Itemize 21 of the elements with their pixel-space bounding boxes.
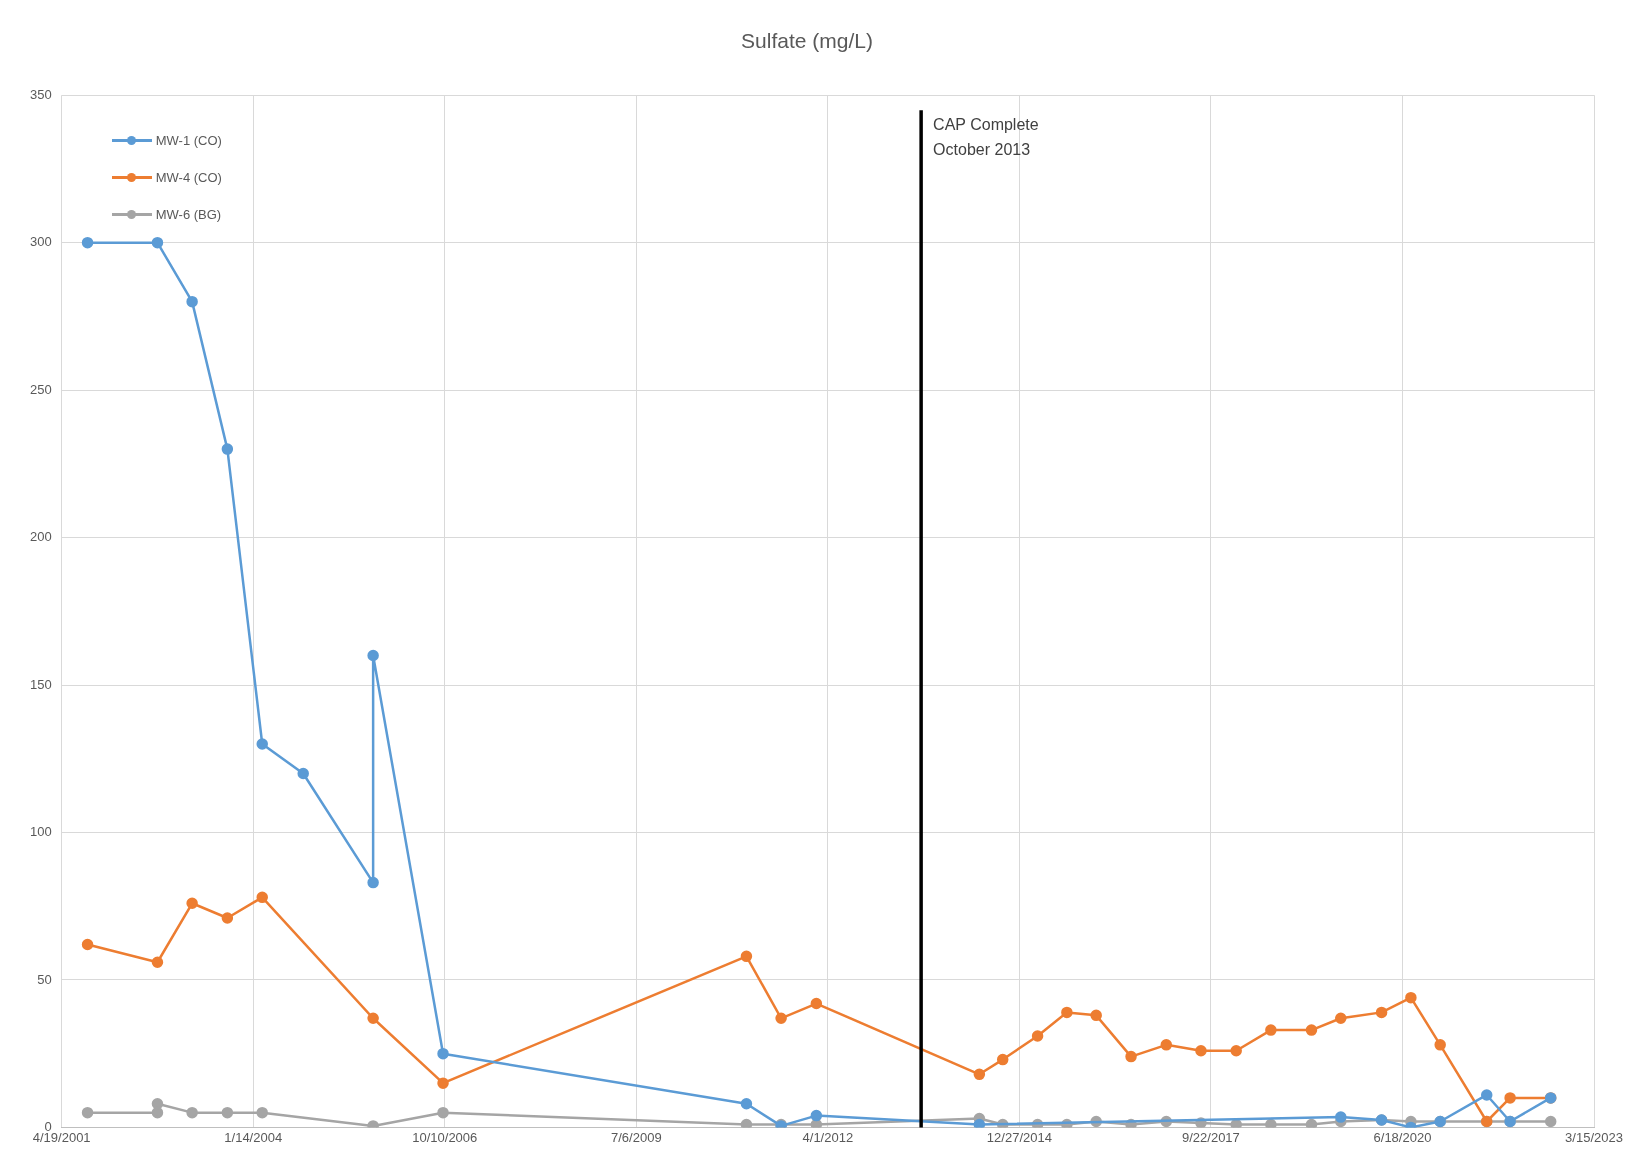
x-tick-label: 10/10/2006 — [412, 1129, 478, 1145]
chart-title: Sulfate (mg/L) — [741, 29, 873, 53]
x-tick-label: 7/6/2009 — [611, 1129, 662, 1145]
y-tick-label: 50 — [37, 971, 52, 987]
x-tick-label: 3/15/2023 — [1565, 1129, 1623, 1145]
x-tick-label: 6/18/2020 — [1373, 1129, 1432, 1145]
x-tick-label: 1/14/2004 — [224, 1129, 283, 1145]
y-tick-label: 200 — [29, 529, 52, 545]
legend-label: MW-1 (CO) — [155, 133, 222, 149]
y-tick-label: 150 — [29, 676, 52, 692]
legend-label: MW-4 (CO) — [155, 170, 222, 186]
x-tick-label: 12/27/2014 — [986, 1129, 1052, 1145]
y-tick-label: 0 — [44, 1118, 52, 1134]
y-tick-label: 250 — [29, 381, 52, 397]
legend-label: MW-6 (BG) — [155, 207, 222, 223]
ref-line-label: CAP Complete October 2013 — [933, 115, 1039, 158]
y-tick-label: 100 — [29, 824, 52, 840]
x-tick-label: 4/1/2012 — [802, 1129, 854, 1145]
y-tick-label: 300 — [29, 234, 52, 250]
x-tick-label: 9/22/2017 — [1182, 1129, 1240, 1145]
y-tick-label: 350 — [29, 86, 52, 102]
